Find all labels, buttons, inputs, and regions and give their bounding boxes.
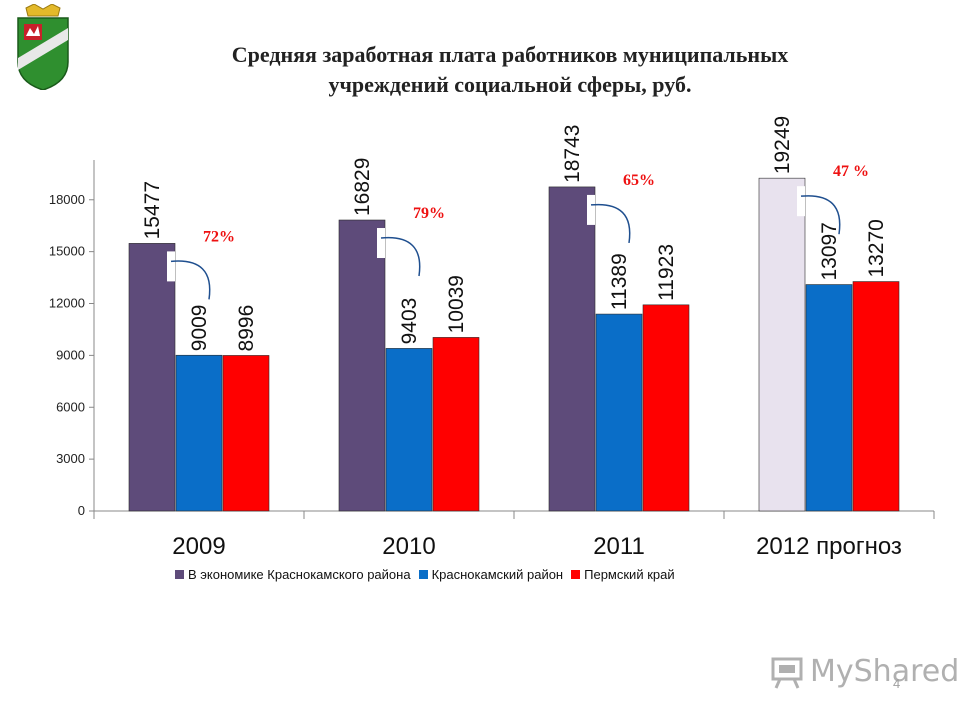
- legend-label-series-2: Краснокамский район: [431, 567, 564, 582]
- y-tick-label: 9000: [56, 347, 85, 362]
- annotation-percent: 47 %: [833, 163, 869, 180]
- annotation-arc: [170, 260, 211, 300]
- y-tick-label: 6000: [56, 399, 85, 414]
- bar-data-label: 18743: [561, 125, 584, 183]
- y-tick-label: 3000: [56, 451, 85, 466]
- watermark-text: MyShared: [810, 654, 960, 689]
- chart-title-line-1: Средняя заработная плата работников муни…: [231, 42, 789, 67]
- bar-data-label: 13097: [818, 222, 841, 280]
- x-category-label: 2011: [593, 533, 645, 560]
- annotation-arc: [800, 195, 841, 235]
- bar-series-1: [338, 219, 386, 512]
- presentation-board-icon: [771, 657, 803, 689]
- legend-item-series-3: Пермский край: [571, 567, 675, 582]
- y-tick-label: 0: [78, 503, 85, 518]
- bar-series-3: [642, 304, 690, 512]
- bar-series-1: [128, 243, 176, 512]
- legend-label-series-1: В экономике Краснокамского района: [188, 567, 411, 582]
- bar-data-label: 15477: [141, 181, 164, 239]
- bar-series-3: [432, 337, 480, 512]
- bar-series-3: [222, 355, 270, 512]
- bar-data-label: 10039: [445, 275, 468, 333]
- bar-data-label: 8996: [235, 305, 258, 352]
- x-category-label: 2012 прогноз: [756, 533, 902, 560]
- legend-item-series-1: В экономике Краснокамского района: [175, 567, 411, 582]
- bar-data-label: 9403: [398, 298, 421, 345]
- annotation-percent: 72%: [203, 228, 235, 245]
- bar-data-label: 11389: [608, 253, 631, 310]
- chart-legend: В экономике Краснокамского района Красно…: [175, 567, 683, 582]
- bar-data-label: 13270: [865, 219, 888, 277]
- annotation-arc: [590, 203, 631, 244]
- bar-data-label: 16829: [351, 158, 374, 216]
- page-number: 4: [893, 676, 901, 691]
- annotation-percent: 79%: [413, 205, 445, 222]
- legend-label-series-3: Пермский край: [584, 567, 675, 582]
- coat-of-arms-icon: [17, 4, 69, 90]
- arc-notch: [797, 186, 805, 217]
- x-category-label: 2010: [382, 533, 435, 560]
- x-category-label: 2009: [172, 533, 225, 560]
- legend-item-series-2: Краснокамский район: [418, 567, 564, 582]
- bar-series-2: [595, 313, 643, 512]
- bar-series-1: [758, 177, 806, 512]
- annotation-percent: 65%: [623, 172, 655, 189]
- y-tick-label: 18000: [49, 192, 85, 207]
- arc-notch: [167, 251, 175, 282]
- bar-series-1: [548, 186, 596, 512]
- annotation-arc: [380, 236, 421, 277]
- chart-title-line-2: учреждений социальной сферы, руб.: [328, 72, 692, 97]
- chart-title: Средняя заработная плата работников муни…: [110, 40, 910, 100]
- bar-series-3: [852, 281, 900, 512]
- legend-swatch-series-3: [571, 570, 581, 579]
- bar-series-2: [385, 348, 433, 512]
- watermark: MyShared: [770, 654, 959, 689]
- legend-swatch-series-1: [175, 570, 184, 579]
- arc-notch: [377, 228, 385, 259]
- bar-data-label: 11923: [655, 244, 678, 301]
- bar-series-2: [175, 354, 223, 512]
- bar-data-label: 9009: [188, 305, 211, 352]
- bar-data-label: 19249: [771, 116, 794, 174]
- bar-series-2: [805, 284, 853, 512]
- bar-chart: 0 3000 6000 9000 12000 15000 18000 2009 2010 2011…: [49, 116, 935, 560]
- legend-swatch-series-2: [418, 570, 428, 579]
- y-tick-label: 12000: [49, 296, 85, 311]
- arc-notch: [587, 194, 595, 225]
- y-tick-label: 15000: [49, 244, 85, 259]
